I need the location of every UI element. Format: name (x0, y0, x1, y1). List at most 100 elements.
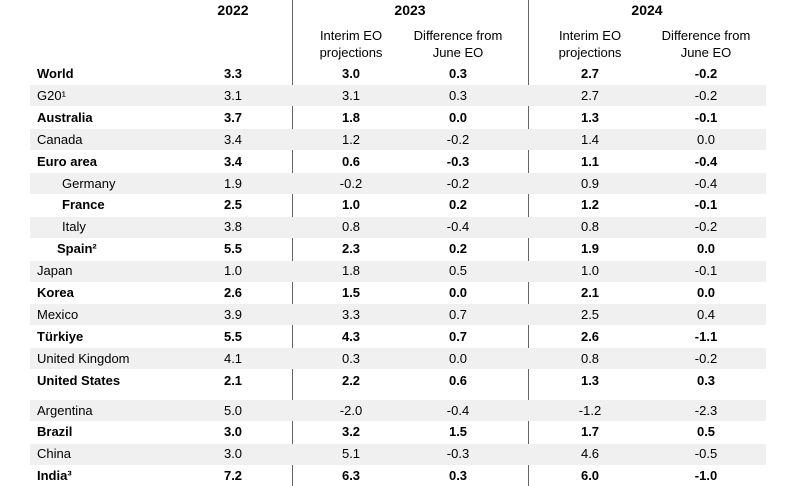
cell-value: -1.1 (694, 328, 718, 344)
cell-value: 0.3 (696, 372, 716, 388)
cell-value: 3.3 (223, 66, 243, 81)
cell-value: 0.3 (448, 66, 468, 81)
cell-value: 1.8 (341, 109, 361, 125)
cell-value: 2.1 (223, 372, 243, 388)
cell-value: -0.4 (446, 219, 470, 235)
cell-value: 3.1 (223, 87, 243, 103)
cell-value: 0.3 (448, 87, 468, 103)
cell-value: 0.0 (696, 131, 716, 147)
cell-value: 3.4 (223, 153, 243, 169)
column-header: Interim EO projections (319, 28, 383, 60)
cell-value: -2.3 (694, 402, 718, 418)
row-label: G20¹ (37, 87, 66, 103)
cell-value: 1.8 (341, 263, 361, 279)
cell-value: 1.5 (341, 285, 361, 300)
cell-value: -0.4 (694, 153, 718, 169)
cell-value: 3.0 (223, 424, 243, 440)
row-label: Japan (37, 263, 73, 279)
row-shade (30, 443, 766, 465)
cell-value: -2.0 (339, 402, 363, 418)
year-header: 2024 (631, 2, 663, 18)
cell-value: 3.9 (223, 306, 243, 322)
cell-value: 0.9 (580, 175, 600, 191)
divider (528, 0, 529, 486)
column-header: Difference from June EO (413, 28, 503, 60)
row-shade (30, 85, 766, 107)
cell-value: 7.2 (223, 468, 243, 484)
cell-value: 2.2 (341, 372, 361, 388)
cell-value: 0.3 (448, 468, 468, 484)
cell-value: 1.0 (580, 263, 600, 279)
row-label: Mexico (37, 306, 79, 322)
cell-value: 1.7 (580, 424, 600, 440)
cell-value: 5.0 (223, 402, 243, 418)
cell-value: 1.1 (580, 153, 600, 169)
row-shade (30, 260, 766, 282)
cell-value: 0.6 (448, 372, 468, 388)
cell-value: 2.7 (580, 66, 600, 81)
cell-value: -1.0 (694, 468, 718, 484)
cell-value: -0.1 (694, 109, 718, 125)
row-label: China (37, 446, 71, 462)
row-label: Euro area (37, 153, 97, 169)
cell-value: 0.0 (448, 350, 468, 366)
cell-value: 0.6 (341, 153, 361, 169)
row-label: United States (37, 372, 121, 388)
cell-value: 3.0 (223, 446, 243, 462)
cell-value: 3.4 (223, 131, 243, 147)
cell-value: -0.4 (446, 402, 470, 418)
cell-value: 3.3 (341, 306, 361, 322)
cell-value: 1.2 (580, 197, 600, 213)
cell-value: -0.2 (694, 219, 718, 235)
row-label: World (37, 66, 74, 81)
cell-value: 2.6 (223, 285, 243, 300)
row-label: Brazil (37, 424, 73, 440)
cell-value: 1.0 (341, 197, 361, 213)
row-label: Türkiye (37, 328, 84, 344)
cell-value: -0.2 (694, 66, 718, 81)
cell-value: 5.5 (223, 328, 243, 344)
cell-value: 5.1 (341, 446, 361, 462)
cell-value: 6.0 (580, 468, 600, 484)
cell-value: 0.0 (696, 285, 716, 300)
row-shade (30, 400, 766, 421)
row-shade (30, 304, 766, 326)
cell-value: 2.5 (580, 306, 600, 322)
cell-value: -0.2 (339, 175, 363, 191)
row-shade (30, 173, 766, 194)
cell-value: 0.4 (696, 306, 716, 322)
cell-value: -0.2 (694, 87, 718, 103)
cell-value: 0.0 (696, 241, 716, 257)
cell-value: 3.0 (341, 66, 361, 81)
cell-value: 0.5 (696, 424, 716, 440)
cell-value: 1.0 (223, 263, 243, 279)
cell-value: 0.0 (448, 285, 468, 300)
cell-value: 3.8 (223, 219, 243, 235)
cell-value: 1.2 (341, 131, 361, 147)
cell-value: 0.8 (580, 219, 600, 235)
row-label: Germany (62, 175, 116, 191)
column-header: Interim EO projections (558, 28, 622, 60)
cell-value: 3.2 (341, 424, 361, 440)
row-shade (30, 129, 766, 151)
row-label: Italy (62, 219, 86, 235)
cell-value: 0.0 (448, 109, 468, 125)
cell-value: 0.3 (341, 350, 361, 366)
cell-value: -0.5 (694, 446, 718, 462)
cell-value: 2.5 (223, 197, 243, 213)
cell-value: 2.1 (580, 285, 600, 300)
cell-value: 2.7 (580, 87, 600, 103)
row-label: Korea (37, 285, 74, 300)
cell-value: 0.2 (448, 197, 468, 213)
row-label: India³ (37, 468, 72, 484)
row-label: Canada (37, 131, 83, 147)
cell-value: 1.3 (580, 372, 600, 388)
cell-value: 0.5 (448, 263, 468, 279)
cell-value: -1.2 (578, 402, 602, 418)
cell-value: 0.7 (448, 328, 468, 344)
row-label: Australia (37, 109, 93, 125)
cell-value: -0.1 (694, 263, 718, 279)
divider (292, 0, 293, 486)
cell-value: -0.2 (694, 350, 718, 366)
